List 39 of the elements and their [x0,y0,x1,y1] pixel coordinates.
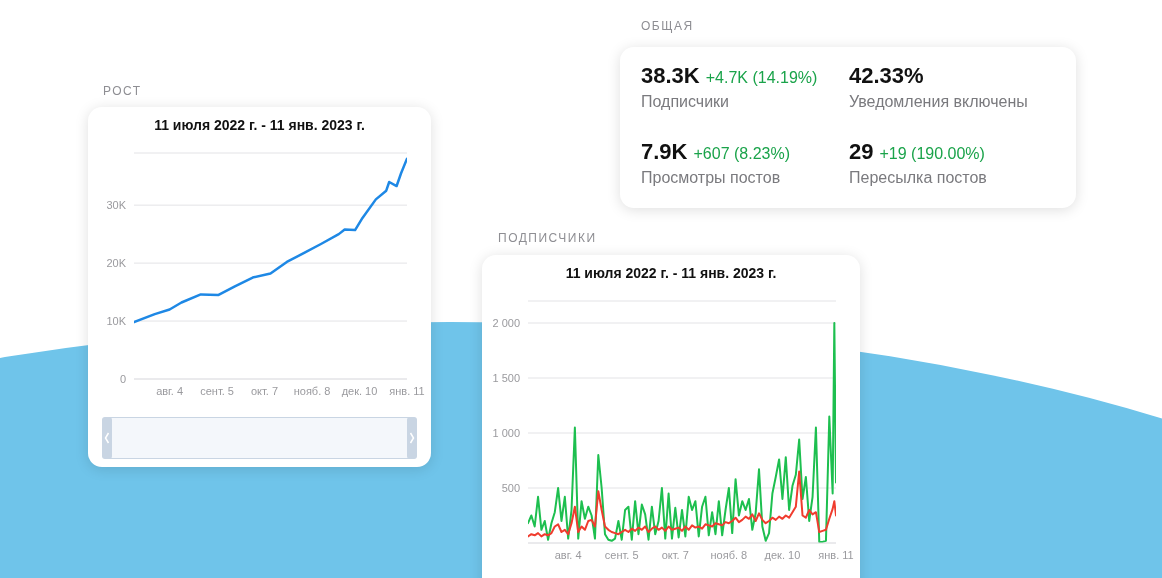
x-tick-label: нояб. 8 [293,384,331,397]
chart-title: ПОДПИСЧИКИ [498,231,597,245]
x-tick-label: дек. 10 [764,548,801,561]
x-tick-label: окт. 7 [251,384,279,397]
x-tick-label: янв. 11 [818,548,854,561]
y-tick-label: 10K [106,314,127,327]
y-tick-label: 500 [501,481,520,494]
y-tick-label: 30K [106,199,127,212]
category-label: Просмотры постов [641,169,782,187]
category-label: Подписчики [641,93,730,111]
category-label: Пересылка постов [849,169,987,187]
y-tick-label: 0 [119,372,126,385]
text: 7.9K [641,139,688,164]
category-label: Уведомления включены [849,93,1028,111]
text: ОБЩАЯ [641,19,694,33]
text: +19 (190.00%) [879,145,985,162]
line-series [528,470,836,538]
text: +607 (8.23%) [693,145,790,162]
x-tick-label: сент. 5 [200,384,234,397]
chart-subtitle: 11 июля 2022 г. - 11 янв. 2023 г. [564,265,778,281]
x-tick-label: дек. 10 [341,384,378,397]
text: 38.3K [641,63,700,88]
y-tick-label: 20K [106,257,127,270]
text: 29 [849,139,874,164]
x-tick-label: авг. 4 [554,548,582,561]
x-tick-label: окт. 7 [661,548,689,561]
text: 42.33% [849,63,924,88]
x-tick-label: авг. 4 [156,384,184,397]
x-tick-label: сент. 5 [604,548,639,561]
y-tick-label: 1 500 [492,371,520,384]
x-tick-label: нояб. 8 [710,548,748,561]
line-series [134,157,407,324]
y-tick-label: 2 000 [492,316,520,329]
chart-title: РОСТ [103,84,142,98]
y-tick-label: 1 000 [492,426,520,439]
text: +4.7K (14.19%) [705,69,818,86]
line-series [528,322,836,543]
chart-subtitle: 11 июля 2022 г. - 11 янв. 2023 г. [153,117,366,133]
x-tick-label: янв. 11 [389,384,425,397]
